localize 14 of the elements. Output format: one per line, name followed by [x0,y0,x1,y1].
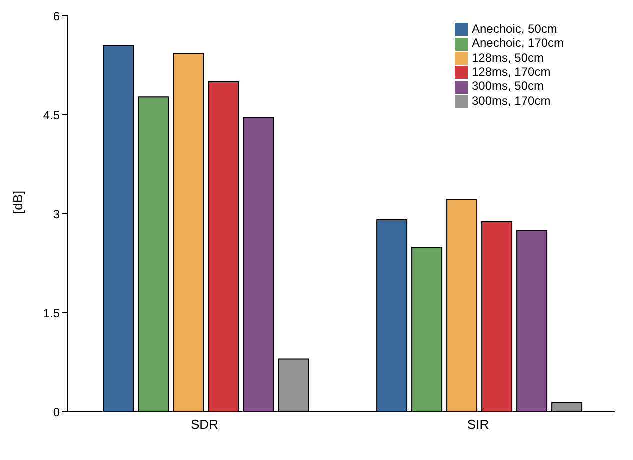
x-tick-label: SDR [191,417,218,432]
legend-label: 128ms, 170cm [472,64,551,79]
legend-label: 300ms, 170cm [472,94,551,108]
legend-label: 128ms, 50cm [472,50,544,65]
legend-label: Anechoic, 50cm [472,22,558,36]
legend-label: Anechoic, 170cm [472,36,564,50]
y-axis-title: [dB] [10,190,26,214]
y-tick-label: 0 [53,405,60,420]
y-tick-label: 1.5 [43,306,60,320]
y-tick-label: 6 [53,9,60,24]
legend-label: 300ms, 50cm [472,79,544,94]
y-tick-label: 4.5 [43,108,60,122]
x-tick-label: SIR [467,417,490,432]
y-tick-label: 3 [53,207,60,222]
